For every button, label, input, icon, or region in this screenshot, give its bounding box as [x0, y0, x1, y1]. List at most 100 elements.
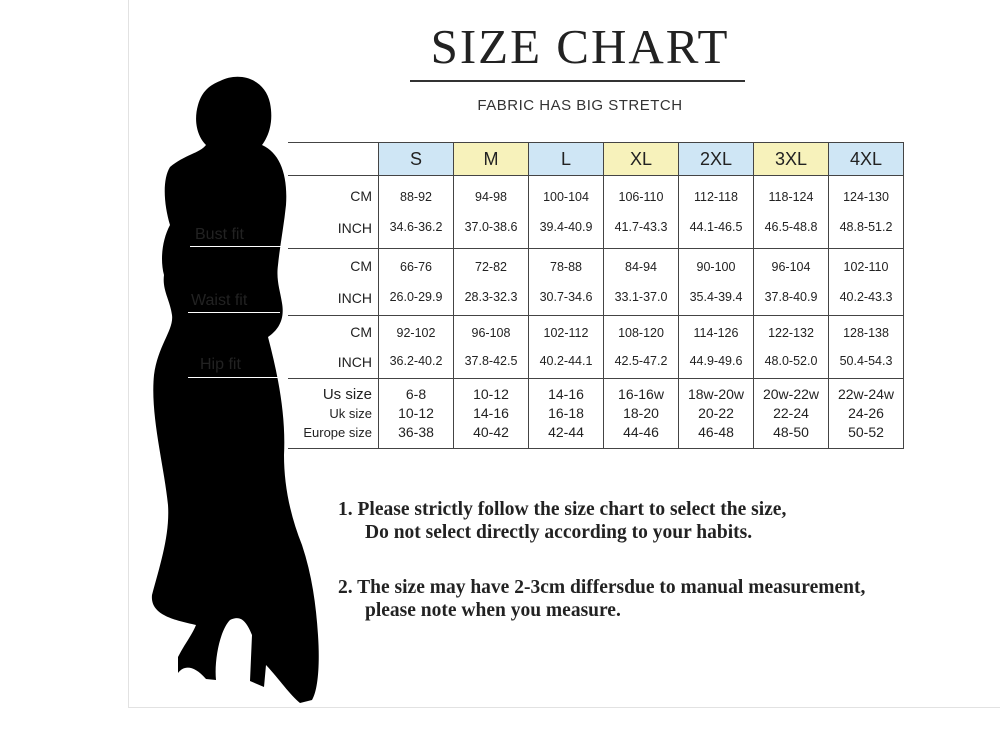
cell-value: 112-118 — [693, 189, 739, 204]
cell-value: 22w-24w — [837, 386, 895, 402]
measurement-cell: 112-118 44.1-46.5 — [678, 175, 754, 249]
cell-value: 26.0-29.9 — [389, 290, 443, 304]
size-chart-table: S M L XL 2XL 3XL 4XL CM INCH 88-92 34.6-36.… — [288, 142, 904, 449]
corner-cell — [288, 142, 379, 176]
cell-value: 44.9-49.6 — [689, 354, 743, 368]
unit-label-cell: CM INCH — [288, 315, 379, 379]
cell-value: 114-126 — [693, 325, 739, 340]
cell-value: 40-42 — [473, 424, 509, 440]
bust-fit-label: Bust fit — [195, 226, 244, 243]
cell-value: 37.8-40.9 — [764, 290, 818, 304]
size-header-row: S M L XL 2XL 3XL 4XL — [288, 142, 904, 176]
cell-value: 100-104 — [543, 189, 589, 204]
cell-value: 44.1-46.5 — [689, 220, 743, 234]
measurement-cell: 90-100 35.4-39.4 — [678, 248, 754, 316]
cell-value: 46.5-48.8 — [764, 220, 818, 234]
measurement-cell: 106-110 41.7-43.3 — [603, 175, 679, 249]
cell-value: 20w-22w — [762, 386, 820, 402]
cell-value: 30.7-34.6 — [539, 290, 593, 304]
cell-value: 90-100 — [696, 259, 736, 274]
cell-value: 118-124 — [768, 189, 814, 204]
subtitle: FABRIC HAS BIG STRETCH — [477, 97, 683, 114]
measurement-section-row: CM INCH 88-92 34.6-36.2 94-98 37.0-38.6 100-10… — [288, 175, 904, 249]
size-header: 3XL — [753, 142, 829, 176]
note-2-line-2: please note when you measure. — [365, 600, 621, 621]
cell-value: 94-98 — [475, 189, 507, 204]
conversion-cell: 20w-22w 22-24 48-50 — [753, 378, 829, 449]
cell-value: 44-46 — [623, 424, 659, 440]
cell-value: 10-12 — [398, 405, 434, 421]
measurement-cell: 102-110 40.2-43.3 — [828, 248, 904, 316]
size-header: S — [378, 142, 454, 176]
cell-value: 72-82 — [475, 259, 507, 274]
measurement-cell: 114-126 44.9-49.6 — [678, 315, 754, 379]
measurement-cell: 122-132 48.0-52.0 — [753, 315, 829, 379]
measurement-cell: 102-112 40.2-44.1 — [528, 315, 604, 379]
note-1-line-1: 1. Please strictly follow the size chart… — [338, 499, 787, 520]
measurement-section-row: CM INCH 92-102 36.2-40.2 96-108 37.8-42.5 102-… — [288, 315, 904, 379]
cell-value: 48.8-51.2 — [839, 220, 893, 234]
cell-value: 37.8-42.5 — [464, 354, 518, 368]
cell-value: Us size — [322, 386, 372, 403]
cell-value: 50.4-54.3 — [839, 354, 893, 368]
measurement-cell: 108-120 42.5-47.2 — [603, 315, 679, 379]
cell-value: 18-20 — [623, 405, 659, 421]
cell-value: 6-8 — [405, 386, 427, 402]
unit-label-cell: CM INCH — [288, 248, 379, 316]
waist-fit-label: Waist fit — [191, 292, 248, 309]
cell-value: 35.4-39.4 — [689, 290, 743, 304]
conversion-row: Us size Uk size Europe size 6-8 10-12 36-38 10… — [288, 378, 904, 449]
woman-silhouette-icon — [151, 76, 319, 704]
cell-value: 84-94 — [625, 259, 657, 274]
cell-value: 28.3-32.3 — [464, 290, 518, 304]
note-1: 1. Please strictly follow the size chart… — [338, 498, 865, 544]
cell-value: 50-52 — [848, 424, 884, 440]
cell-value: 42-44 — [548, 424, 584, 440]
cell-value: 128-138 — [843, 325, 889, 340]
measurement-cell: 72-82 28.3-32.3 — [453, 248, 529, 316]
measurement-cell: 96-108 37.8-42.5 — [453, 315, 529, 379]
measurement-cell: 88-92 34.6-36.2 — [378, 175, 454, 249]
cell-value: 48-50 — [773, 424, 809, 440]
title-underline — [410, 80, 745, 82]
cell-value: 96-104 — [771, 259, 811, 274]
cell-value: 102-112 — [543, 325, 589, 340]
cell-value: 78-88 — [550, 259, 582, 274]
cell-value: 108-120 — [618, 325, 664, 340]
cell-value: 122-132 — [768, 325, 814, 340]
cell-value: CM — [350, 324, 372, 340]
measurement-cell: 128-138 50.4-54.3 — [828, 315, 904, 379]
cell-value: 46-48 — [698, 424, 734, 440]
notes: 1. Please strictly follow the size chart… — [338, 498, 865, 654]
conversion-cell: 14-16 16-18 42-44 — [528, 378, 604, 449]
cell-value: 48.0-52.0 — [764, 354, 818, 368]
cell-value: 40.2-43.3 — [839, 290, 893, 304]
unit-label-cell: CM INCH — [288, 175, 379, 249]
conversion-cell: 16-16w 18-20 44-46 — [603, 378, 679, 449]
cell-value: 92-102 — [396, 325, 436, 340]
cell-value: 102-110 — [843, 259, 889, 274]
conversion-label-cell: Us size Uk size Europe size — [288, 378, 379, 449]
cell-value: 18w-20w — [687, 386, 745, 402]
cell-value: 20-22 — [698, 405, 734, 421]
cell-value: 88-92 — [400, 189, 432, 204]
size-header: XL — [603, 142, 679, 176]
cell-value: 124-130 — [843, 189, 889, 204]
cell-value: 22-24 — [773, 405, 809, 421]
cell-value: Europe size — [303, 425, 372, 440]
cell-value: INCH — [337, 290, 372, 306]
measurement-section-row: CM INCH 66-76 26.0-29.9 72-82 28.3-32.3 78-88 3… — [288, 248, 904, 316]
cell-value: 14-16 — [548, 386, 584, 402]
cell-value: 66-76 — [400, 259, 432, 274]
cell-value: 24-26 — [848, 405, 884, 421]
cell-value: 41.7-43.3 — [614, 220, 668, 234]
note-1-line-2: Do not select directly according to your… — [365, 522, 753, 543]
size-header: M — [453, 142, 529, 176]
page-title: SIZE CHART — [430, 19, 730, 74]
measurement-cell: 92-102 36.2-40.2 — [378, 315, 454, 379]
conversion-cell: 6-8 10-12 36-38 — [378, 378, 454, 449]
cell-value: 10-12 — [473, 386, 509, 402]
size-header: 4XL — [828, 142, 904, 176]
conversion-cell: 22w-24w 24-26 50-52 — [828, 378, 904, 449]
cell-value: 34.6-36.2 — [389, 220, 443, 234]
